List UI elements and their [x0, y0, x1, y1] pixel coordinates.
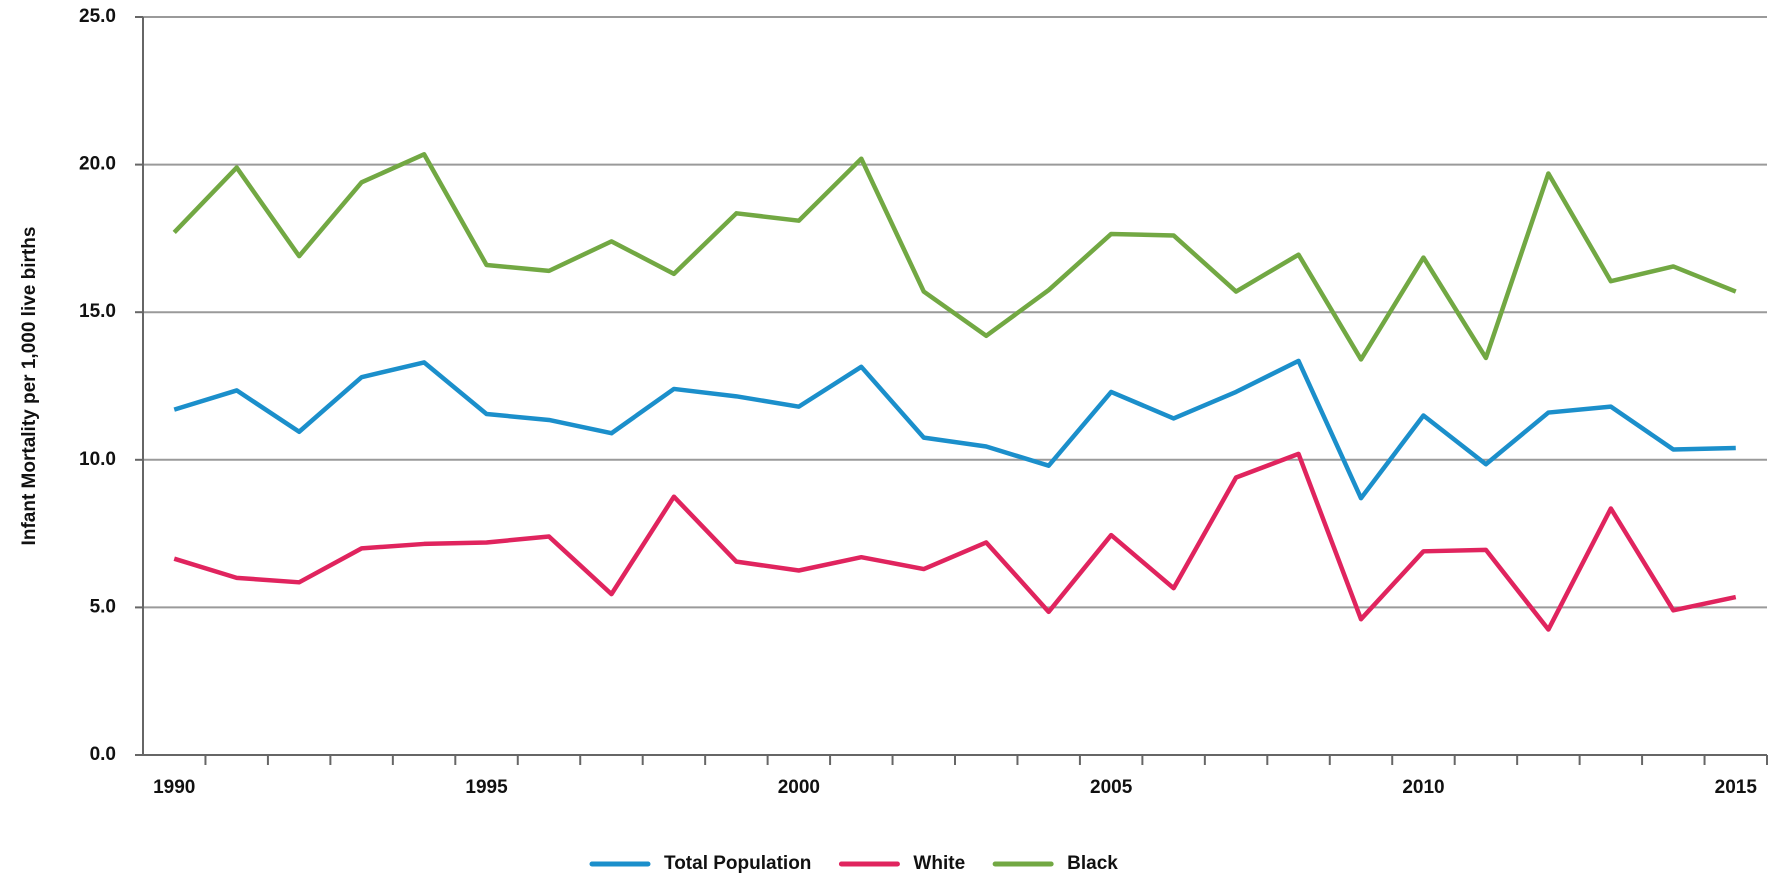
legend-label: White — [913, 853, 965, 874]
legend-label: Black — [1067, 853, 1118, 874]
y-tick-label: 15.0 — [79, 301, 116, 322]
legend-label: Total Population — [664, 853, 811, 874]
line — [172, 152, 1737, 362]
x-tick-label: 1995 — [465, 777, 508, 798]
x-tick-label: 1990 — [153, 777, 195, 798]
y-tick-label: 25.0 — [79, 6, 116, 27]
line — [173, 358, 1736, 501]
y-tick-label: 10.0 — [79, 449, 116, 470]
x-tick-label: 2000 — [778, 777, 820, 798]
y-tick-label: 20.0 — [79, 154, 116, 175]
y-tick-label: 0.0 — [90, 744, 116, 765]
y-tick-label: 5.0 — [90, 596, 116, 617]
y-axis-title: Infant Mortality per 1,000 live births — [19, 227, 40, 546]
line — [173, 451, 1737, 632]
x-tick-label: 2015 — [1715, 777, 1758, 798]
x-tick-label: 2005 — [1090, 777, 1133, 798]
x-tick-label: 2010 — [1402, 777, 1444, 798]
